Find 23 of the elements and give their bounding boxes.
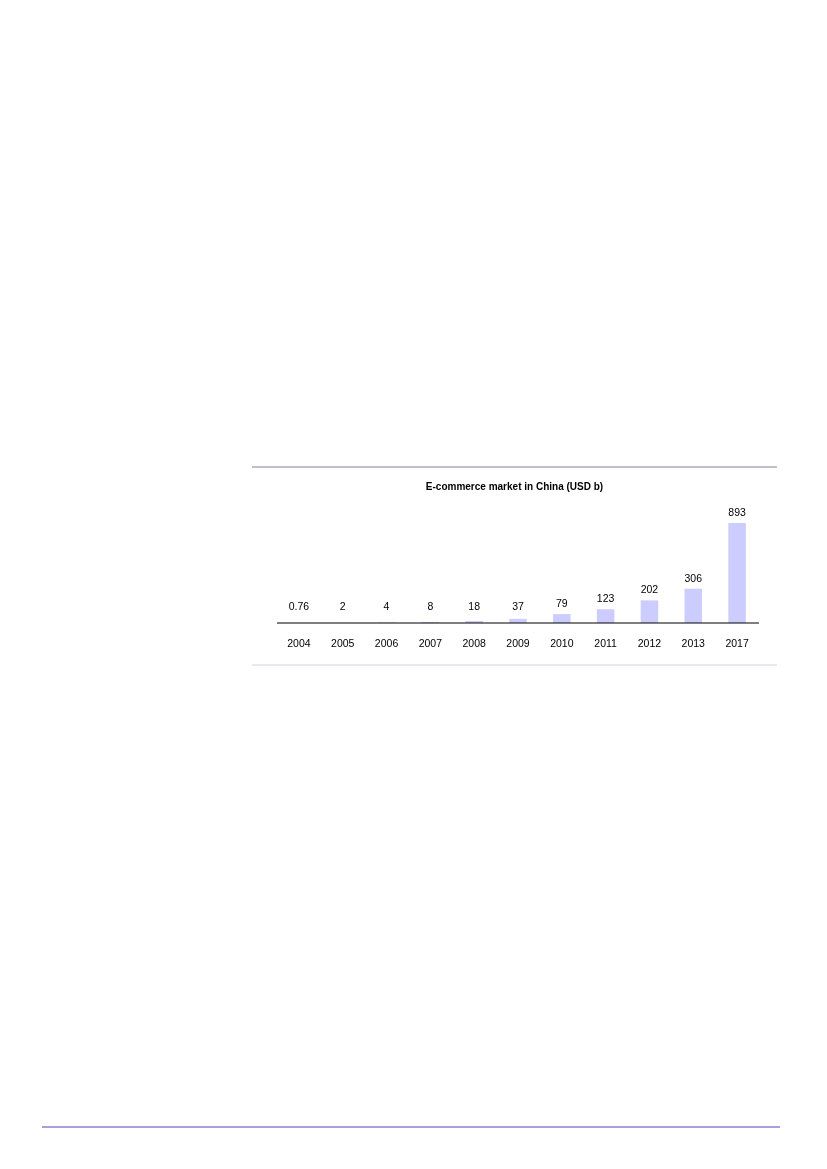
data-label: 0.76	[288, 600, 310, 612]
chart-title: E-commerce market in China (USD b)	[425, 481, 604, 492]
x-tick-label: 2017	[725, 637, 749, 649]
data-label: 202	[640, 583, 659, 596]
x-tick-label: 2005	[331, 637, 355, 649]
x-tick-label: 2012	[637, 637, 662, 649]
x-tick-label: 2008	[462, 637, 487, 649]
data-label: 18	[468, 600, 481, 612]
data-label: 2	[339, 600, 346, 612]
data-label: 893	[728, 506, 746, 518]
x-tick-label: 2004	[287, 637, 311, 649]
data-label: 8	[427, 600, 434, 612]
x-tick-label: 2007	[418, 637, 443, 649]
data-label: 306	[684, 571, 703, 584]
x-tick-label: 2011	[594, 637, 618, 649]
x-tick-label: 2010	[550, 637, 574, 649]
x-tick-label: 2013	[681, 637, 706, 649]
data-label: 4	[383, 600, 390, 612]
x-tick-label: 2006	[374, 637, 399, 649]
data-label: 37	[512, 600, 524, 612]
data-label: 123	[596, 592, 615, 605]
data-label: 79	[555, 597, 568, 610]
x-tick-label: 2009	[506, 637, 530, 649]
